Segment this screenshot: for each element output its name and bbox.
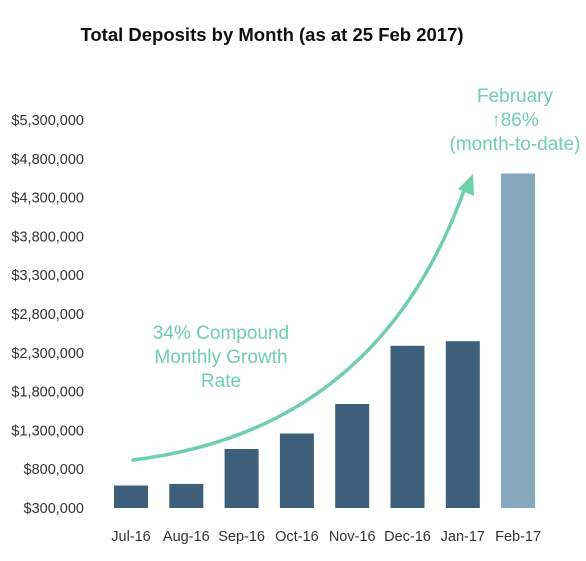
y-tick-label: $4,800,000: [11, 152, 84, 168]
growth-annotation: 34% Compound Monthly Growth Rate: [153, 323, 289, 392]
y-axis: $300,000 $800,000 $1,300,000 $1,800,000 $2,3…: [11, 113, 84, 517]
growth-annotation-line: Monthly Growth: [154, 347, 287, 368]
y-tick-label: $1,300,000: [11, 423, 84, 439]
x-tick-label: Dec-16: [384, 529, 431, 545]
bar-nov-16: [335, 404, 370, 508]
bar-aug-16: [169, 483, 204, 508]
y-tick-label: $3,300,000: [11, 268, 84, 284]
x-tick-label: Jan-17: [441, 529, 485, 545]
arrow-head-icon: [458, 174, 474, 196]
bar-sep-16: [224, 449, 259, 508]
x-tick-label: Jul-16: [111, 529, 151, 545]
bar-oct-16: [279, 433, 314, 508]
bar-feb-17: [501, 173, 536, 508]
y-tick-label: $300,000: [24, 501, 84, 517]
bars: [114, 173, 536, 508]
bar-jan-17: [445, 341, 480, 508]
growth-arrow: [131, 174, 474, 462]
bar-dec-16: [390, 345, 425, 508]
x-tick-label: Sep-16: [218, 529, 265, 545]
y-tick-label: $1,800,000: [11, 385, 84, 401]
y-tick-label: $4,300,000: [11, 191, 84, 207]
x-tick-label: Oct-16: [275, 529, 319, 545]
x-tick-label: Nov-16: [329, 529, 376, 545]
x-tick-label: Feb-17: [495, 529, 541, 545]
growth-annotation-line: 34% Compound: [153, 323, 289, 344]
bar-jul-16: [114, 485, 148, 508]
chart-title: Total Deposits by Month (as at 25 Feb 20…: [80, 24, 463, 45]
february-annotation-line: ↑86%: [491, 110, 539, 131]
february-annotation-line: (month-to-date): [450, 134, 581, 155]
y-tick-label: $2,800,000: [11, 307, 84, 323]
february-annotation-line: February: [477, 86, 554, 107]
y-tick-label: $3,800,000: [11, 229, 84, 245]
growth-curve: [131, 183, 468, 462]
y-tick-label: $5,300,000: [11, 113, 84, 129]
x-axis: Jul-16 Aug-16 Sep-16 Oct-16 Nov-16 Dec-16 Jan-…: [111, 529, 541, 545]
y-tick-label: $2,300,000: [11, 346, 84, 362]
x-tick-label: Aug-16: [163, 529, 210, 545]
february-annotation: February ↑86% (month-to-date): [450, 86, 581, 155]
y-tick-label: $800,000: [24, 462, 84, 478]
growth-annotation-line: Rate: [201, 371, 241, 392]
